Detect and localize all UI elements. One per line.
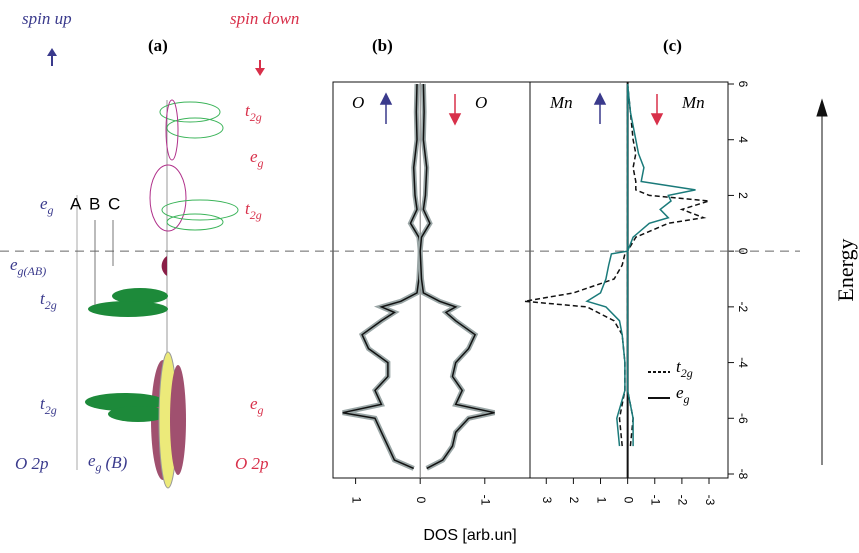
orbital [150, 165, 186, 231]
arrow [595, 94, 605, 124]
dos-line [343, 84, 421, 468]
y-tick-label: -2 [736, 302, 750, 313]
x-tick-label: -1 [479, 495, 493, 506]
y-axis-title: Energy [833, 238, 858, 301]
x-axis-title: DOS [arb.un] [423, 527, 516, 544]
y-tick-label: 2 [736, 192, 750, 199]
transition-label: B [89, 194, 100, 213]
legend-label: eg [676, 383, 690, 406]
level-label: eg [250, 147, 264, 170]
dos-line [420, 84, 494, 468]
level-label: eg [250, 394, 264, 417]
y-tick-label: 6 [736, 81, 750, 88]
transition-label: A [70, 194, 82, 213]
orbital [167, 118, 223, 138]
transition-label: C [108, 194, 120, 213]
level-label: t2g [245, 101, 262, 124]
y-tick-label: 4 [736, 136, 750, 143]
panel-label: (a) [148, 36, 168, 55]
level-label: eg [40, 194, 54, 217]
x-tick-label: 1 [349, 497, 363, 504]
x-tick-label: 0 [621, 497, 635, 504]
level-diagram [77, 100, 238, 488]
legend-text: g [684, 392, 690, 406]
spin-down-label: spin down [230, 9, 299, 28]
dos-line [525, 84, 628, 446]
arrow [450, 94, 460, 124]
y-tick-label: -8 [736, 469, 750, 480]
arrow-head [255, 68, 265, 76]
arrow-head [47, 48, 57, 56]
level-label: t2g [40, 394, 57, 417]
spin-label: Mn [549, 93, 573, 112]
level-label: O 2p [15, 454, 49, 473]
y-tick-label: -4 [736, 357, 750, 368]
x-tick-label: 0 [414, 497, 428, 504]
level-label: t2g [40, 289, 57, 312]
spin-label: O [352, 93, 364, 112]
occupied-level [162, 256, 167, 276]
spin-label: Mn [681, 93, 705, 112]
energy-arrow [817, 100, 827, 465]
x-tick-label: 3 [540, 497, 554, 504]
orbital [167, 214, 223, 230]
level-label: eg(B) [88, 451, 128, 474]
arrow [652, 94, 662, 124]
level-label: eg(AB) [10, 255, 46, 278]
spin-up-label: spin up [22, 9, 72, 28]
legend-text: 2g [681, 366, 693, 380]
panel-label: (c) [663, 36, 682, 55]
occupied-level [88, 301, 168, 317]
plot-frame [530, 82, 728, 478]
x-tick-label: -2 [676, 495, 690, 506]
arrow [381, 94, 391, 124]
x-tick-label: 1 [594, 497, 608, 504]
panel-label: (b) [372, 36, 393, 55]
y-tick-label: -6 [736, 413, 750, 424]
spin-label: O [475, 93, 487, 112]
x-tick-label: -1 [649, 495, 663, 506]
dos-line [628, 84, 709, 446]
x-tick-label: 2 [567, 497, 581, 504]
figure: spin up spin down (a) (b) (c) t2g eg t2g… [0, 0, 859, 548]
x-tick-label: -3 [703, 495, 717, 506]
level-label: O 2p [235, 454, 269, 473]
level-label: t2g [245, 199, 262, 222]
legend-label: t2g [676, 357, 693, 380]
occupied-level [170, 365, 186, 475]
